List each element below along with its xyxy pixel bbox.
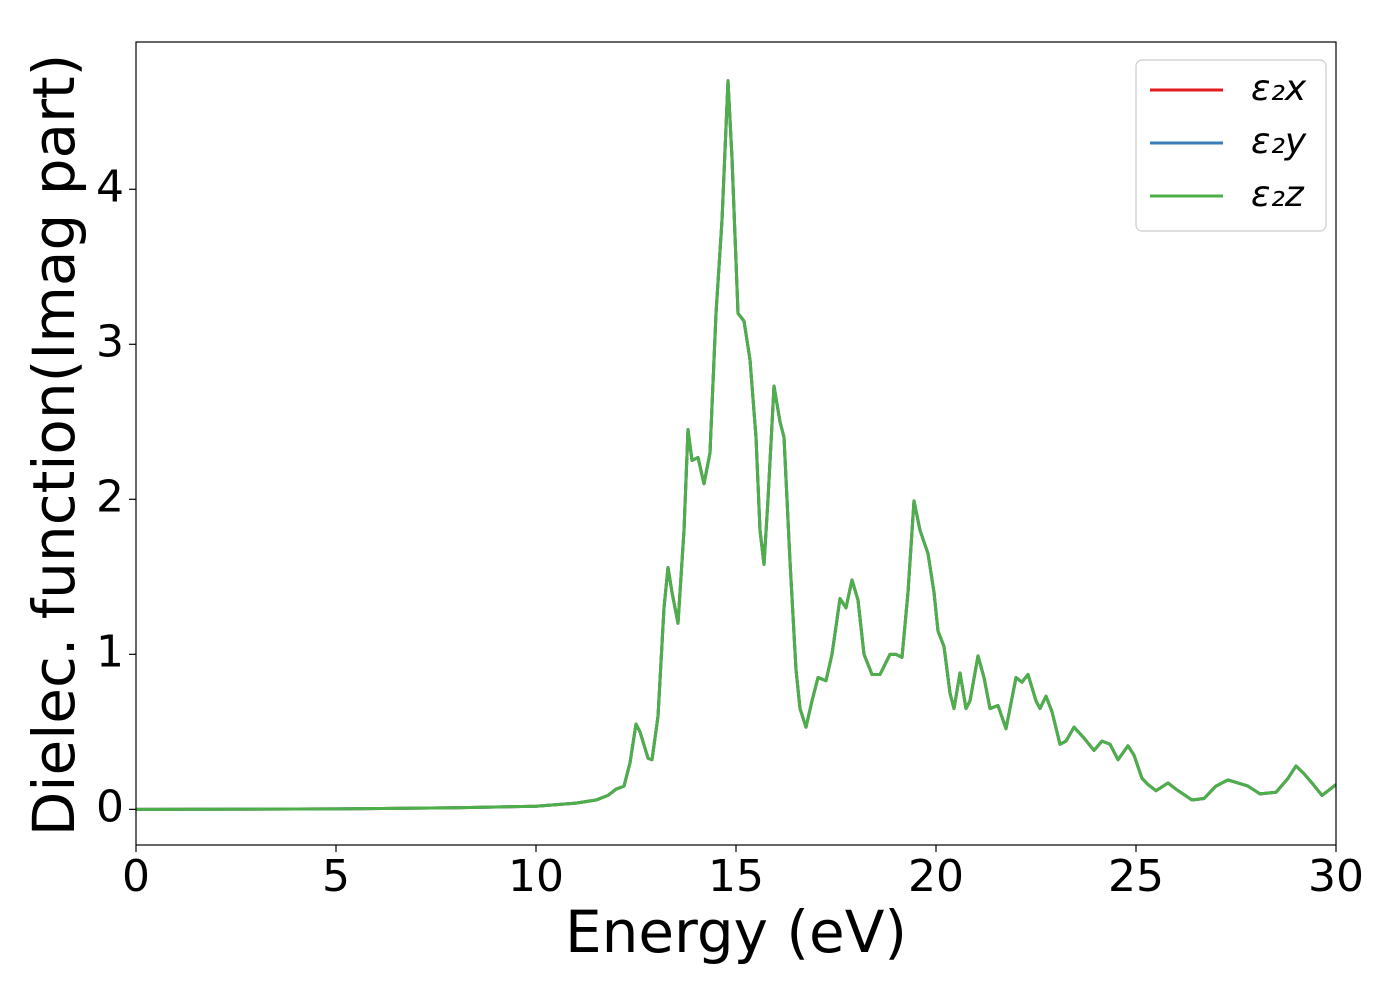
legend-label: ε₂z xyxy=(1251,174,1305,215)
y-tick-label: 2 xyxy=(96,471,124,522)
legend-box xyxy=(1135,59,1327,232)
legend-label: ε₂x xyxy=(1251,68,1307,109)
x-tick-label: 30 xyxy=(1308,851,1364,902)
plot-frame xyxy=(135,41,1337,846)
x-tick-label: 0 xyxy=(122,851,150,902)
x-tick-label: 5 xyxy=(322,851,350,902)
x-tick-label: 10 xyxy=(508,851,564,902)
legend-label: ε₂y xyxy=(1251,121,1307,162)
x-tick-label: 25 xyxy=(1108,851,1164,902)
x-tick-label: 15 xyxy=(708,851,764,902)
y-axis-label: Dielec. function(Imag part) xyxy=(20,54,88,837)
x-tick-label: 20 xyxy=(908,851,964,902)
y-tick-label: 0 xyxy=(96,781,124,832)
y-tick-label: 1 xyxy=(96,626,124,677)
y-tick-label: 4 xyxy=(96,161,124,212)
x-axis-label: Energy (eV) xyxy=(565,898,907,966)
y-tick-label: 3 xyxy=(96,316,124,367)
series-line xyxy=(136,79,1336,811)
